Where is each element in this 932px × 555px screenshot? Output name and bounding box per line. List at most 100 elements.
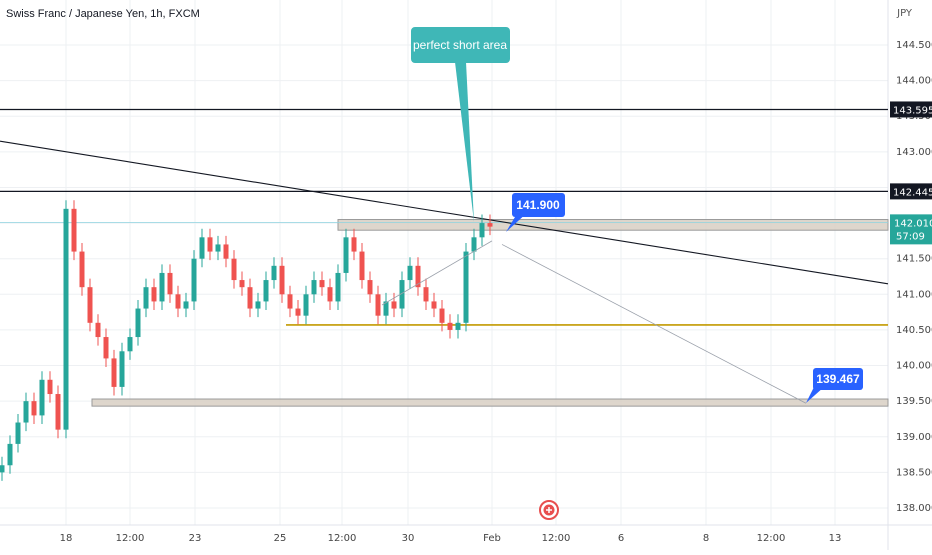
candle-body <box>95 322 101 338</box>
last-price-value: 142.010 <box>894 218 932 229</box>
candle-body <box>239 280 245 288</box>
candle-body <box>103 337 109 359</box>
x-tick-label: 30 <box>402 533 415 544</box>
candle-body <box>63 208 69 430</box>
candle-body <box>351 237 357 252</box>
price-label-text: 139.467 <box>816 372 860 386</box>
candle-body <box>271 265 277 281</box>
x-tick-label: 18 <box>60 533 73 544</box>
price-label-text: 141.900 <box>516 198 560 212</box>
last-price-countdown: 57:09 <box>896 231 925 242</box>
candle-body <box>127 337 133 352</box>
x-tick-label: Feb <box>483 533 501 544</box>
candle-body <box>391 301 397 309</box>
candle-body <box>287 294 293 309</box>
candle-body <box>423 287 429 302</box>
y-tick-label: 144.500 <box>896 40 932 51</box>
price-label-pointer <box>806 387 824 403</box>
candle-body <box>359 251 365 281</box>
candle-body <box>439 308 445 323</box>
chart-title: Swiss Franc / Japanese Yen, 1h, FXCM <box>6 8 200 20</box>
x-tick-label: 8 <box>703 533 709 544</box>
price-label-box <box>512 193 565 217</box>
axis-level-badge <box>890 101 932 118</box>
candle-body <box>327 287 333 302</box>
candle-body <box>415 265 421 288</box>
candle-body <box>279 265 285 295</box>
candle-body <box>207 237 213 252</box>
x-tick-label: 25 <box>274 533 287 544</box>
candle-body <box>143 287 149 309</box>
candle-body <box>295 308 301 316</box>
x-tick-label: 6 <box>618 533 624 544</box>
y-tick-label: 139.000 <box>896 432 932 443</box>
y-tick-label: 141.500 <box>896 254 932 265</box>
candle-body <box>319 280 325 288</box>
candle-body <box>199 237 205 259</box>
candle-body <box>463 251 469 323</box>
y-tick-label: 140.500 <box>896 325 932 336</box>
price-label-box <box>813 368 863 390</box>
y-tick-label: 141.000 <box>896 289 932 300</box>
trendline <box>0 140 889 285</box>
axis-level-badge-text: 143.595 <box>893 105 932 116</box>
candle-body <box>479 223 485 238</box>
candle-body <box>175 294 181 309</box>
zone-rect <box>337 219 889 231</box>
y-tick-label: 143.000 <box>896 147 932 158</box>
x-tick-label: 12:00 <box>328 533 357 544</box>
candle-body <box>375 294 381 316</box>
candle-body <box>311 280 317 295</box>
candle-body <box>231 258 237 281</box>
x-tick-label: 12:00 <box>757 533 786 544</box>
axis-level-badge <box>890 183 932 200</box>
candle-body <box>367 280 373 295</box>
currency-label: JPY <box>897 8 912 19</box>
y-tick-label: 139.500 <box>896 396 932 407</box>
candle-body <box>7 443 13 466</box>
candle-body <box>263 280 269 302</box>
candle-body <box>471 237 477 252</box>
candle-body <box>47 379 53 395</box>
candle-body <box>247 287 253 309</box>
candle-body <box>135 308 141 338</box>
callout-label: perfect short area <box>413 38 507 52</box>
candle-body <box>303 294 309 316</box>
y-tick-label: 138.500 <box>896 467 932 478</box>
x-tick-label: 12:00 <box>116 533 145 544</box>
candle-body <box>223 244 229 259</box>
candle-body <box>39 379 45 416</box>
candle-body <box>71 208 77 252</box>
axis-level-badge-text: 142.445 <box>893 187 932 198</box>
candle-body <box>23 401 29 423</box>
last-price-badge <box>890 214 932 245</box>
x-tick-label: 13 <box>829 533 842 544</box>
zone-rect <box>91 398 889 407</box>
candle-body <box>15 422 21 444</box>
candle-body <box>255 301 261 309</box>
candle-body <box>159 272 165 302</box>
candle-body <box>87 287 93 323</box>
projection-line <box>381 240 493 306</box>
projection-line <box>501 244 807 404</box>
candle-body <box>151 287 157 302</box>
candle-body <box>0 465 5 473</box>
candle-body <box>447 322 453 330</box>
candle-body <box>55 394 61 430</box>
callout-box <box>411 27 510 63</box>
x-tick-label: 12:00 <box>542 533 571 544</box>
candle-body <box>407 265 413 281</box>
candle-body <box>431 301 437 309</box>
candle-body <box>335 272 341 302</box>
candle-body <box>191 258 197 302</box>
candle-body <box>111 358 117 387</box>
candle-body <box>455 322 461 330</box>
y-tick-label: 144.000 <box>896 76 932 87</box>
candle-body <box>487 223 493 227</box>
callout-pointer <box>455 62 474 222</box>
candle-body <box>215 244 221 252</box>
candle-body <box>383 301 389 316</box>
candle-body <box>183 301 189 309</box>
